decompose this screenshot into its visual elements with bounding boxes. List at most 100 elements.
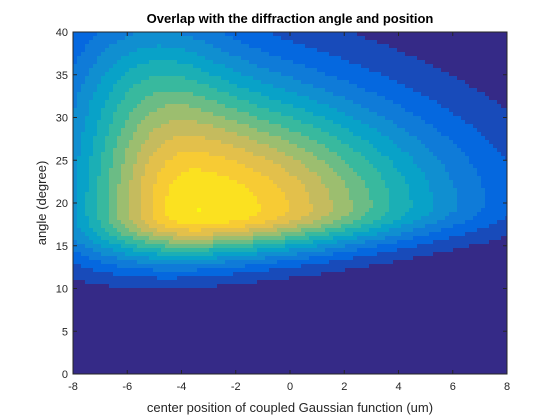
heatmap-cell <box>481 208 486 213</box>
heatmap-cell <box>181 136 186 141</box>
heatmap-cell <box>505 172 508 177</box>
heatmap-cell <box>485 44 490 49</box>
heatmap-cell <box>449 104 454 109</box>
heatmap-cell <box>389 88 394 93</box>
heatmap-cell <box>285 124 290 129</box>
heatmap-cell <box>161 128 166 133</box>
heatmap-cell <box>305 196 310 201</box>
heatmap-cell <box>269 64 274 69</box>
heatmap-cell <box>449 156 454 161</box>
heatmap-cell <box>313 40 318 45</box>
heatmap-cell <box>141 64 146 69</box>
heatmap-cell <box>217 184 222 189</box>
heatmap-cell <box>237 56 242 61</box>
heatmap-cell <box>133 56 138 61</box>
heatmap-cell <box>189 180 194 185</box>
heatmap-cell <box>269 204 274 209</box>
heatmap-cell <box>117 64 122 69</box>
heatmap-cell <box>333 44 338 49</box>
heatmap-cell <box>477 136 482 141</box>
heatmap-cell <box>477 200 482 205</box>
heatmap-cell <box>225 56 230 61</box>
heatmap-cell <box>277 200 282 205</box>
heatmap-cell <box>325 192 330 197</box>
heatmap-cell <box>137 120 142 125</box>
heatmap-cell <box>453 180 458 185</box>
heatmap-cell <box>377 192 382 197</box>
heatmap-cell <box>117 208 122 213</box>
heatmap-cell <box>385 208 390 213</box>
heatmap-cell <box>485 32 490 37</box>
heatmap-cell <box>281 184 286 189</box>
heatmap-cell <box>73 208 78 213</box>
heatmap-cell <box>73 108 78 113</box>
heatmap-cell <box>501 148 506 153</box>
heatmap-cell <box>433 80 438 85</box>
heatmap-cell <box>301 176 306 181</box>
heatmap-cell <box>81 204 86 209</box>
heatmap-cell <box>125 208 130 213</box>
heatmap-cell <box>217 176 222 181</box>
heatmap-cell <box>113 184 118 189</box>
heatmap-cell <box>473 132 478 137</box>
heatmap-cell <box>153 104 158 109</box>
heatmap-cell <box>133 200 138 205</box>
heatmap-cell <box>485 64 490 69</box>
heatmap-cell <box>389 120 394 125</box>
heatmap-cell <box>93 60 98 65</box>
heatmap-cell <box>485 112 490 117</box>
heatmap-cell <box>205 104 210 109</box>
heatmap-cell <box>93 212 98 217</box>
heatmap-cell <box>177 148 182 153</box>
heatmap-cell <box>505 104 508 109</box>
heatmap-cell <box>501 44 506 49</box>
heatmap-cell <box>405 212 410 217</box>
heatmap-cell <box>297 80 302 85</box>
heatmap-cell <box>209 76 214 81</box>
heatmap-cell <box>413 72 418 77</box>
heatmap-cell <box>485 152 490 157</box>
heatmap-cell <box>217 140 222 145</box>
heatmap-cell <box>341 160 346 165</box>
heatmap-cell <box>105 32 110 37</box>
heatmap-cell <box>229 40 234 45</box>
heatmap-cell <box>173 116 178 121</box>
heatmap-cell <box>389 60 394 65</box>
heatmap-cell <box>217 192 222 197</box>
heatmap-cell <box>317 52 322 57</box>
heatmap-cell <box>309 212 314 217</box>
heatmap-cell <box>97 188 102 193</box>
heatmap-cell <box>233 40 238 45</box>
heatmap-cell <box>401 212 406 217</box>
heatmap-cell <box>405 132 410 137</box>
heatmap-cell <box>149 84 154 89</box>
heatmap-cell <box>401 176 406 181</box>
heatmap-cell <box>433 204 438 209</box>
heatmap-cell <box>381 140 386 145</box>
heatmap-cell <box>189 100 194 105</box>
heatmap-cell <box>197 192 202 197</box>
heatmap-cell <box>417 144 422 149</box>
heatmap-cell <box>217 116 222 121</box>
heatmap-cell <box>169 128 174 133</box>
heatmap-cell <box>305 208 310 213</box>
heatmap-cell <box>157 204 162 209</box>
heatmap-cell <box>425 156 430 161</box>
heatmap-cell <box>445 44 450 49</box>
heatmap-cell <box>449 188 454 193</box>
heatmap-cell <box>309 128 314 133</box>
heatmap-cell <box>189 144 194 149</box>
heatmap-cell <box>421 56 426 61</box>
heatmap-cell <box>193 104 198 109</box>
heatmap-cell <box>169 120 174 125</box>
heatmap-cell <box>493 156 498 161</box>
heatmap-cell <box>165 204 170 209</box>
heatmap-cell <box>285 112 290 117</box>
heatmap-cell <box>369 136 374 141</box>
heatmap-cell <box>205 124 210 129</box>
heatmap-cell <box>277 112 282 117</box>
heatmap-cell <box>425 180 430 185</box>
heatmap-cell <box>305 76 310 81</box>
heatmap-cell <box>101 168 106 173</box>
heatmap-cell <box>177 60 182 65</box>
